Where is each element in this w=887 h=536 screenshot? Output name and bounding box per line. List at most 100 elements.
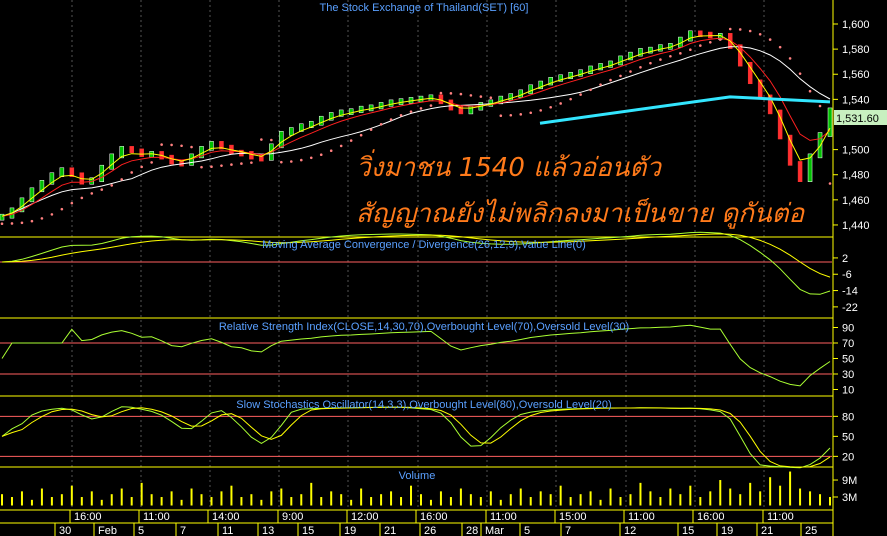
x-time-label: 11:00 bbox=[490, 511, 517, 523]
x-date-label: 11 bbox=[222, 525, 233, 536]
parabolic-sar-dot bbox=[299, 158, 303, 162]
x-time-label: 12:00 bbox=[351, 511, 379, 523]
price-candle bbox=[548, 77, 553, 86]
x-date-label: 12 bbox=[624, 525, 636, 536]
price-tick-label: 1,440 bbox=[842, 220, 870, 232]
parabolic-sar-dot bbox=[708, 40, 712, 44]
price-tick-label: 1,600 bbox=[842, 19, 870, 31]
volume-bar bbox=[829, 497, 831, 506]
volume-bar bbox=[629, 494, 632, 506]
parabolic-sar-dot bbox=[669, 54, 672, 58]
parabolic-sar-dot bbox=[230, 163, 233, 166]
rsi-tick-label: 10 bbox=[842, 385, 854, 397]
price-candle bbox=[139, 148, 144, 157]
parabolic-sar-dot bbox=[679, 52, 682, 55]
volume-bar bbox=[390, 491, 393, 506]
price-candle bbox=[348, 108, 354, 115]
volume-bar bbox=[639, 482, 642, 506]
x-date-label: 7 bbox=[180, 525, 186, 536]
price-candle bbox=[658, 44, 663, 52]
volume-bar bbox=[190, 488, 193, 506]
price-candle bbox=[767, 94, 773, 115]
price-candle bbox=[129, 146, 134, 154]
volume-bar bbox=[110, 494, 113, 506]
grid-lines bbox=[71, 0, 765, 510]
parabolic-sar-dot bbox=[629, 70, 632, 73]
parabolic-sar-dot bbox=[778, 45, 782, 49]
rsi-line bbox=[1, 324, 831, 387]
price-candle bbox=[797, 161, 803, 182]
volume-bar bbox=[70, 485, 73, 506]
volume-bar bbox=[210, 497, 213, 506]
volume-bar bbox=[739, 494, 742, 506]
stochastic-d-line bbox=[1, 406, 831, 468]
parabolic-sar-dot bbox=[309, 156, 313, 160]
volume-bar bbox=[489, 491, 492, 506]
rsi-title: Relative Strength Index(CLOSE,14,30,70),… bbox=[219, 321, 629, 333]
parabolic-sar-dot bbox=[718, 38, 722, 41]
parabolic-sar-dot bbox=[479, 95, 483, 98]
parabolic-sar-dot bbox=[329, 149, 333, 152]
price-candle bbox=[458, 105, 464, 115]
volume-bar bbox=[50, 497, 53, 506]
parabolic-sar-dot bbox=[270, 138, 273, 142]
volume-bar bbox=[330, 491, 333, 506]
price-candle bbox=[568, 71, 573, 80]
price-tick-label: 1,480 bbox=[842, 170, 870, 182]
volume-panel bbox=[1, 471, 831, 506]
short-moving-average-line bbox=[1, 34, 831, 217]
volume-bar bbox=[220, 491, 223, 506]
parabolic-sar-dot bbox=[10, 222, 14, 225]
parabolic-sar-dot bbox=[429, 104, 433, 107]
volume-bar bbox=[479, 497, 482, 506]
parabolic-sar-dot bbox=[539, 109, 542, 112]
price-candle bbox=[787, 134, 793, 166]
price-tick-label: 1,460 bbox=[842, 195, 870, 207]
parabolic-sar-dot bbox=[100, 188, 104, 191]
price-candle bbox=[49, 172, 55, 185]
volume-bar bbox=[699, 497, 702, 506]
price-candle bbox=[328, 112, 334, 121]
price-candle bbox=[558, 74, 563, 82]
volume-bar bbox=[30, 499, 33, 506]
macd-tick-label: -6 bbox=[842, 269, 852, 281]
macd-line bbox=[1, 231, 831, 295]
last-price-box bbox=[834, 110, 887, 125]
x-date-label: 19 bbox=[721, 525, 733, 536]
parabolic-sar-dot bbox=[70, 201, 74, 205]
parabolic-sar-dot bbox=[439, 91, 443, 95]
price-candle bbox=[628, 51, 633, 61]
price-candle bbox=[338, 109, 344, 117]
volume-bar bbox=[350, 499, 353, 506]
annotation-line-2: สัญญาณยังไม่พลิกลงมาเป็นขาย ดูกันต่อ bbox=[356, 197, 806, 229]
parabolic-sar-dot bbox=[828, 182, 832, 185]
parabolic-sar-dot bbox=[90, 192, 94, 195]
x-date-label: 21 bbox=[761, 525, 773, 536]
price-candle bbox=[708, 31, 713, 39]
volume-bar bbox=[719, 480, 722, 506]
x-date-label: 30 bbox=[59, 525, 71, 536]
volume-bar bbox=[709, 491, 712, 506]
parabolic-sar-dot bbox=[110, 184, 114, 187]
volume-tick-label: 3M bbox=[842, 492, 857, 504]
volume-bar bbox=[370, 497, 373, 506]
volume-bar bbox=[180, 499, 183, 506]
parabolic-sar-dot bbox=[319, 153, 323, 157]
price-candle bbox=[598, 63, 603, 71]
parabolic-sar-dot bbox=[529, 111, 533, 115]
price-candle bbox=[608, 60, 613, 68]
volume-bar bbox=[469, 494, 472, 506]
volume-bar bbox=[559, 485, 562, 506]
volume-bar bbox=[380, 494, 383, 506]
panel-frames bbox=[0, 0, 834, 536]
volume-bar bbox=[230, 485, 233, 506]
volume-bar bbox=[749, 482, 752, 506]
parabolic-sar-dot bbox=[689, 48, 692, 52]
volume-bar bbox=[130, 497, 133, 506]
volume-bar bbox=[519, 488, 522, 506]
volume-bar bbox=[290, 497, 293, 506]
volume-bar bbox=[10, 497, 13, 506]
parabolic-sar-dot bbox=[748, 29, 752, 33]
parabolic-sar-dot bbox=[499, 114, 503, 117]
volume-bar bbox=[589, 491, 592, 506]
